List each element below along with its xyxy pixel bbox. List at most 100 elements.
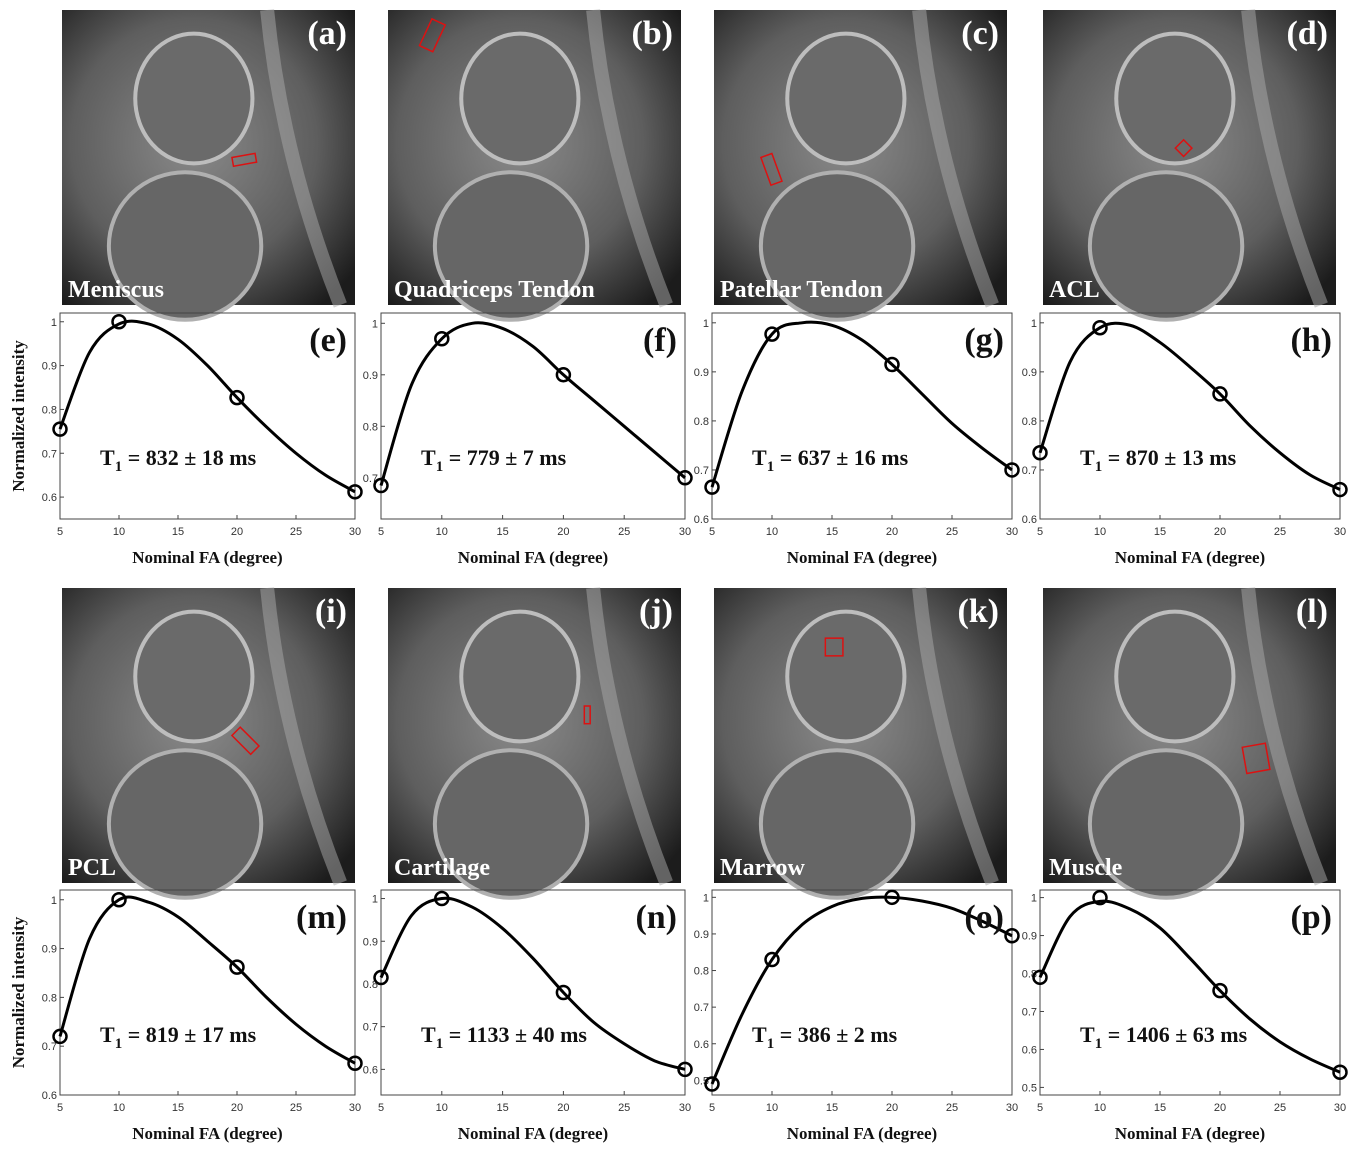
x-tick-label: 20 <box>1214 1102 1226 1114</box>
tissue <box>1241 587 1328 886</box>
x-tick-label: 5 <box>1037 1102 1043 1114</box>
y-tick-label: 0.7 <box>363 1022 378 1034</box>
y-tick-label: 0.8 <box>363 979 378 991</box>
panel-label: (o) <box>964 899 1004 936</box>
tissue <box>260 9 347 308</box>
bone <box>1114 609 1236 744</box>
x-tick-label: 30 <box>679 1102 691 1114</box>
data-point <box>434 890 450 907</box>
mri-image: (j) Cartilage <box>388 587 681 900</box>
x-tick-label: 25 <box>618 526 630 538</box>
data-point <box>884 356 900 373</box>
annotation: T1 = 1133 ± 40 ms <box>421 1022 587 1052</box>
bone <box>758 170 916 322</box>
tissue <box>912 9 999 308</box>
x-tick-label: 10 <box>113 526 125 538</box>
x-tick-label: 15 <box>496 1102 508 1114</box>
data-point <box>704 1076 720 1092</box>
y-tick-label: 0.6 <box>1022 514 1037 526</box>
x-axis-label: Nominal FA (degree) <box>132 548 282 567</box>
panel-label: (m) <box>296 899 347 936</box>
data-point <box>111 892 127 908</box>
x-tick-label: 5 <box>709 526 715 538</box>
x-axis-label: Nominal FA (degree) <box>1115 1124 1265 1143</box>
tissue <box>586 587 673 886</box>
panel-label: (f) <box>643 322 677 359</box>
data-point <box>1004 928 1020 944</box>
annotation-subscript: 1 <box>436 1036 444 1052</box>
mri-image: (l) Muscle <box>1043 587 1336 900</box>
image-label: (c) <box>961 15 999 52</box>
plot-frame <box>711 312 1013 520</box>
x-tick-label: 5 <box>378 526 384 538</box>
panel-label: (h) <box>1290 322 1332 359</box>
image-title: Marrow <box>720 855 806 881</box>
plot-frame <box>380 312 686 520</box>
x-tick-label: 10 <box>436 526 448 538</box>
roi <box>1174 138 1193 158</box>
x-tick-label: 25 <box>290 526 302 538</box>
mri-image: (c) Patellar Tendon <box>714 9 1007 322</box>
mri-image: (a) Meniscus <box>62 9 355 322</box>
data-point <box>347 1055 363 1072</box>
bone <box>432 170 590 322</box>
x-tick-label: 15 <box>172 1102 184 1114</box>
y-tick-label: 1 <box>1031 893 1037 905</box>
y-tick-label: 0.7 <box>1022 1006 1037 1018</box>
y-axis-label: Normalized intensity <box>9 340 28 492</box>
y-tick-label: 0.7 <box>694 465 709 477</box>
roi <box>230 726 261 756</box>
y-tick-label: 0.8 <box>694 416 709 428</box>
data-point <box>555 984 572 1001</box>
x-axis-label: Nominal FA (degree) <box>458 1124 608 1143</box>
y-tick-label: 1 <box>703 318 709 330</box>
data-point <box>677 470 693 486</box>
bone <box>432 748 590 900</box>
y-tick-label: 0.8 <box>694 966 709 978</box>
x-tick-label: 10 <box>1094 1102 1106 1114</box>
x-tick-label: 30 <box>1334 1102 1346 1114</box>
y-tick-label: 0.6 <box>363 1064 378 1076</box>
data-point <box>434 331 450 347</box>
image-title: Meniscus <box>68 277 164 303</box>
data-point <box>1032 445 1048 461</box>
image-title: Muscle <box>1049 855 1123 881</box>
x-tick-label: 30 <box>1006 1102 1018 1114</box>
image-label: (k) <box>957 593 999 630</box>
annotation: T1 = 870 ± 13 ms <box>1080 445 1237 475</box>
annotation: T1 = 832 ± 18 ms <box>100 445 257 475</box>
mri-image: (d) ACL <box>1043 9 1336 322</box>
data-point <box>229 389 245 406</box>
x-tick-label: 15 <box>1154 1102 1166 1114</box>
annotation: T1 = 819 ± 17 ms <box>100 1022 257 1052</box>
annotation-symbol: T <box>752 445 767 470</box>
mri-image: (i) PCL <box>62 587 355 900</box>
data-point <box>1332 1064 1348 1080</box>
y-tick-label: 0.9 <box>694 929 709 941</box>
data-point <box>52 1028 68 1045</box>
data-point <box>1212 982 1228 999</box>
annotation-text: = 870 ± 13 ms <box>1102 445 1236 470</box>
annotation-text: = 637 ± 16 ms <box>774 445 908 470</box>
data-point <box>111 314 127 330</box>
annotation-symbol: T <box>421 445 436 470</box>
x-tick-label: 10 <box>1094 526 1106 538</box>
image-label: (d) <box>1286 15 1328 52</box>
annotation-text: = 1133 ± 40 ms <box>443 1022 587 1047</box>
fit-curve <box>379 321 686 486</box>
y-tick-label: 0.7 <box>1022 465 1037 477</box>
y-tick-label: 0.9 <box>1022 367 1037 379</box>
tissue <box>912 587 999 886</box>
x-tick-label: 5 <box>378 1102 384 1114</box>
annotation-symbol: T <box>1080 445 1095 470</box>
x-tick-label: 20 <box>886 1102 898 1114</box>
panel-label: (g) <box>964 322 1004 359</box>
roi <box>824 637 844 657</box>
y-tick-label: 0.8 <box>1022 416 1037 428</box>
x-tick-label: 20 <box>231 526 243 538</box>
annotation: T1 = 779 ± 7 ms <box>421 445 567 475</box>
data-point <box>704 479 720 495</box>
data-point <box>373 969 389 986</box>
x-tick-label: 15 <box>826 1102 838 1114</box>
